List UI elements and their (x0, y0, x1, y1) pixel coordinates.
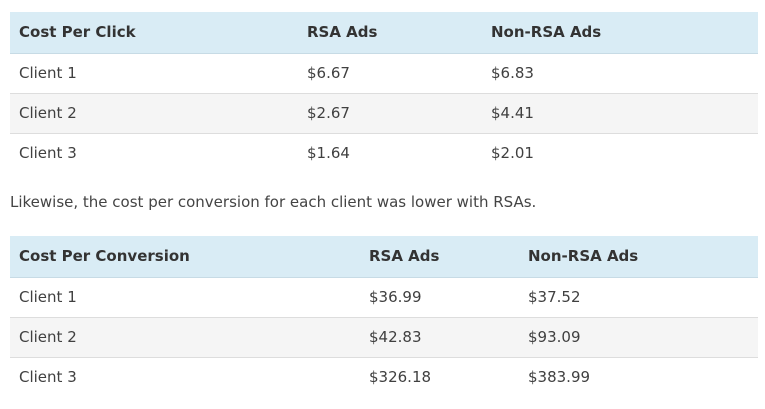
rsa-value-cell: $2.67 (307, 104, 350, 122)
rsa-value-cell: $42.83 (369, 328, 422, 346)
table-row: Client 1 $6.67 $6.83 (10, 53, 758, 93)
non-rsa-value-cell: $37.52 (528, 288, 581, 306)
table-row: Client 1 $36.99 $37.52 (10, 277, 758, 317)
body-paragraph: Likewise, the cost per conversion for ea… (10, 193, 537, 211)
header-non-rsa-ads: Non-RSA Ads (519, 236, 758, 278)
table-row: Client 3 $326.18 $383.99 (10, 357, 758, 397)
header-rsa-ads: RSA Ads (360, 236, 519, 278)
cost-per-click-table: Cost Per Click RSA Ads Non-RSA Ads Clien… (10, 12, 758, 173)
cost-per-conversion-table: Cost Per Conversion RSA Ads Non-RSA Ads … (10, 236, 758, 397)
header-cost-per-click: Cost Per Click (10, 12, 298, 54)
table-row: Client 2 $42.83 $93.09 (10, 317, 758, 357)
non-rsa-value-cell: $383.99 (528, 368, 591, 387)
client-name-cell: Client 2 (19, 104, 77, 122)
rsa-value-cell: $1.64 (307, 144, 350, 163)
table-row: Client 3 $1.64 $2.01 (10, 133, 758, 173)
rsa-value-cell: $36.99 (369, 288, 422, 306)
client-name-cell: Client 2 (19, 328, 77, 346)
client-name-cell: Client 1 (19, 288, 77, 306)
header-non-rsa-ads: Non-RSA Ads (482, 12, 758, 54)
table-header-row: Cost Per Click RSA Ads Non-RSA Ads (10, 12, 758, 54)
table-header-row: Cost Per Conversion RSA Ads Non-RSA Ads (10, 236, 758, 278)
client-name-cell: Client 3 (19, 368, 77, 387)
non-rsa-value-cell: $6.83 (491, 64, 534, 82)
header-rsa-ads: RSA Ads (298, 12, 482, 54)
client-name-cell: Client 1 (19, 64, 77, 82)
rsa-value-cell: $6.67 (307, 64, 350, 82)
non-rsa-value-cell: $4.41 (491, 104, 534, 122)
table-row: Client 2 $2.67 $4.41 (10, 93, 758, 133)
non-rsa-value-cell: $2.01 (491, 144, 534, 163)
rsa-value-cell: $326.18 (369, 368, 432, 387)
client-name-cell: Client 3 (19, 144, 77, 163)
header-cost-per-conversion: Cost Per Conversion (10, 236, 360, 278)
non-rsa-value-cell: $93.09 (528, 328, 581, 346)
